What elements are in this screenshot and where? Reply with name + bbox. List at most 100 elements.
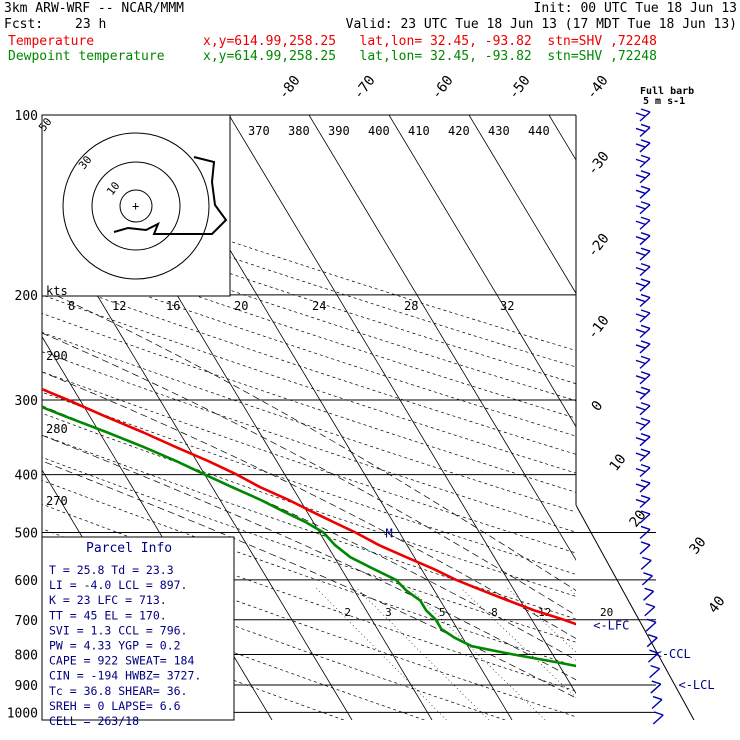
theta-label: 420: [448, 124, 470, 138]
dry-adiabat: [42, 580, 425, 720]
wind-barb-flag: [649, 649, 659, 654]
temperature-profile: [42, 387, 576, 626]
wind-barb-flag: [635, 359, 646, 365]
wind-barb-flag: [635, 313, 646, 318]
wind-barb-flag: [652, 695, 663, 701]
wind-barb-flag: [635, 205, 646, 210]
wind-barb-flag: [640, 170, 651, 175]
wind-barb-flag: [653, 711, 664, 716]
parcel-info-line: CIN = -194 HWBZ= 3727.: [49, 669, 201, 683]
hodograph-speed-label: 30: [76, 153, 94, 171]
hodograph-center: +: [132, 199, 139, 213]
dewpoint-label: Dewpoint temperature: [8, 49, 165, 64]
isotherm-label: 40: [706, 593, 729, 616]
wind-barb: [639, 358, 651, 369]
hodograph-box: [41, 114, 231, 297]
isotherm-line: [388, 115, 576, 428]
isotherm-label: -30: [585, 149, 613, 179]
level-marker: <-LCL: [678, 678, 714, 692]
wind-barb-flag: [635, 236, 646, 241]
pressure-tick-label: 1000: [7, 706, 38, 721]
wind-barb-flag: [635, 498, 646, 504]
isotherm-label: -60: [429, 73, 457, 103]
wind-barb: [639, 111, 651, 122]
wind-barb-flag: [646, 618, 657, 623]
temperature-location: x,y=614.99,258.25 lat,lon= 32.45, -93.82…: [203, 34, 657, 49]
wind-barb-flag: [640, 309, 651, 314]
parcel-info-line: T = 25.8 Td = 23.3: [49, 563, 174, 577]
wind-barb: [650, 683, 662, 694]
wind-barb-flag: [640, 386, 651, 391]
wind-barb-flag: [635, 251, 646, 256]
wind-barb: [646, 637, 658, 648]
hodograph-axis-label: 16: [166, 299, 180, 313]
wind-barb-flag: [635, 344, 646, 349]
wind-barb: [639, 498, 651, 509]
wind-barb-flag: [635, 437, 646, 442]
temperature-label: Temperature: [8, 34, 95, 49]
wind-barb-flag: [635, 328, 646, 334]
wind-barb-flag: [635, 266, 646, 272]
wind-barb: [639, 374, 651, 385]
dry-adiabat: [42, 224, 576, 402]
wind-barb-flag: [640, 185, 651, 190]
wind-barb: [647, 652, 659, 663]
level-marker: M: [386, 527, 393, 541]
mixing-ratio-label: 8: [491, 606, 498, 619]
pressure-tick-label: 900: [15, 679, 38, 694]
wind-barb-flag: [635, 467, 646, 473]
hodograph-axis-label: 24: [312, 299, 326, 313]
wind-barb-flag: [640, 448, 651, 453]
wind-barb: [651, 699, 663, 710]
wind-barb: [652, 714, 664, 725]
isotherm-label: -10: [585, 313, 613, 343]
hodograph-axis-label: 12: [112, 299, 126, 313]
wind-barb-flag: [640, 293, 651, 299]
wind-barb: [639, 204, 651, 215]
theta-label: 370: [248, 124, 270, 138]
wind-barb-flag: [640, 463, 651, 469]
isotherm-label: 0: [589, 398, 607, 414]
isotherm-line: [0, 115, 32, 720]
wind-barb-flag: [640, 139, 651, 144]
wind-barb: [639, 188, 651, 199]
wind-barb-flag: [635, 421, 646, 426]
wind-barb-flag: [640, 108, 651, 113]
pressure-tick-label: 500: [15, 527, 38, 542]
isotherm-label: -40: [584, 73, 612, 103]
wind-barb: [641, 575, 653, 586]
wind-barb-flag: [635, 297, 646, 303]
wind-barb: [649, 668, 661, 679]
wind-barb-flag: [640, 154, 651, 160]
wind-barb-flag: [640, 340, 651, 345]
wind-barb: [639, 513, 651, 524]
isotherm-label: 30: [687, 534, 710, 557]
theta-left-label: 290: [46, 349, 68, 363]
pressure-tick-label: 400: [15, 469, 38, 484]
dry-adiabat: [42, 456, 576, 643]
wind-barb-flag: [640, 494, 651, 500]
parcel-info-box: Parcel Info T = 25.8 Td = 23.3LI = -4.0 L…: [41, 536, 235, 728]
isotherm-label: -80: [276, 73, 304, 103]
pressure-tick-label: 800: [15, 648, 38, 663]
wind-barb-flag: [635, 483, 646, 488]
hodograph-axis-label: 32: [500, 299, 514, 313]
hodograph-ring: [62, 132, 210, 280]
wind-barb-flag: [651, 680, 662, 685]
forecast-label: Fcst:: [4, 17, 44, 32]
hodograph-axis-label: 28: [404, 299, 418, 313]
wind-barb: [639, 173, 651, 184]
dry-adiabat: [42, 412, 576, 597]
moist-adiabat: [42, 332, 576, 616]
profiles: [42, 387, 576, 668]
parcel-info-line: LI = -4.0 LCL = 897.: [49, 578, 187, 592]
wind-barb-flag: [640, 433, 651, 438]
wind-barb-flag: [644, 587, 654, 592]
parcel-info-line: SVI = 1.3 CCL = 796.: [49, 623, 187, 637]
wind-barb-flag: [640, 541, 651, 546]
wind-barb: [639, 142, 651, 153]
wind-barb-flag: [640, 232, 651, 237]
wind-barb: [639, 157, 651, 168]
wind-barb: [639, 235, 651, 246]
theta-label: 400: [368, 124, 390, 138]
